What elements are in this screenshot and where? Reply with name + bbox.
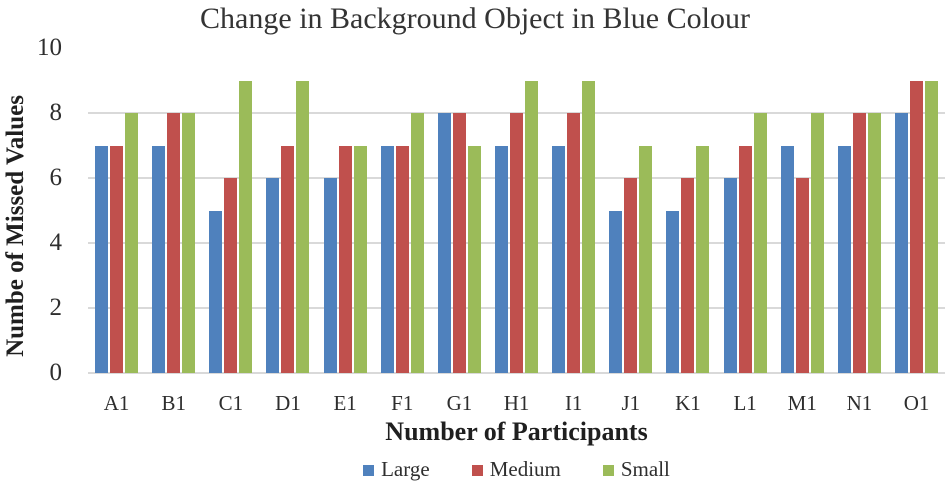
bar-group-f1 xyxy=(374,48,431,373)
bar-medium-h1 xyxy=(510,113,524,373)
bar-group-d1 xyxy=(259,48,316,373)
bar-large-e1 xyxy=(323,178,337,373)
bar-medium-k1 xyxy=(681,178,695,373)
bar-medium-i1 xyxy=(567,113,581,373)
bar-small-d1 xyxy=(296,80,310,373)
bar-small-i1 xyxy=(582,80,596,373)
bar-group-g1 xyxy=(431,48,488,373)
gridline xyxy=(88,372,945,374)
bar-large-h1 xyxy=(495,145,509,373)
bar-group-c1 xyxy=(202,48,259,373)
y-tick-label: 8 xyxy=(49,99,63,126)
x-tick-label-g1: G1 xyxy=(446,391,473,415)
bar-large-j1 xyxy=(609,210,623,373)
chart-title: Change in Background Object in Blue Colo… xyxy=(200,2,750,35)
bar-small-o1 xyxy=(925,80,939,373)
x-tick-label-b1: B1 xyxy=(161,391,186,415)
bar-medium-n1 xyxy=(852,113,866,373)
bar-medium-a1 xyxy=(110,145,124,373)
y-tick-label: 0 xyxy=(49,359,63,386)
bar-medium-l1 xyxy=(738,145,752,373)
legend-swatch-small xyxy=(602,464,614,476)
x-tick-label-o1: O1 xyxy=(903,391,930,415)
x-tick-label-n1: N1 xyxy=(846,391,873,415)
bar-small-e1 xyxy=(353,145,367,373)
bar-small-f1 xyxy=(410,113,424,373)
bar-large-b1 xyxy=(152,145,166,373)
bar-small-n1 xyxy=(867,113,881,373)
bar-large-d1 xyxy=(266,178,280,373)
bar-medium-c1 xyxy=(224,178,238,373)
bar-group-m1 xyxy=(774,48,831,373)
bar-small-l1 xyxy=(753,113,767,373)
plot-area xyxy=(88,48,945,374)
legend-label: Small xyxy=(620,457,670,481)
bar-large-a1 xyxy=(95,145,109,373)
bar-medium-j1 xyxy=(624,178,638,373)
bar-large-n1 xyxy=(837,145,851,373)
bar-small-k1 xyxy=(696,145,710,373)
bar-medium-g1 xyxy=(452,113,466,373)
bar-medium-f1 xyxy=(395,145,409,373)
bar-medium-d1 xyxy=(281,145,295,373)
bar-small-c1 xyxy=(239,80,253,373)
bar-small-a1 xyxy=(125,113,139,373)
bar-group-b1 xyxy=(145,48,202,373)
bar-large-l1 xyxy=(723,178,737,373)
bar-medium-b1 xyxy=(167,113,181,373)
bar-group-k1 xyxy=(659,48,716,373)
bar-group-h1 xyxy=(488,48,545,373)
bar-small-b1 xyxy=(182,113,196,373)
bar-large-g1 xyxy=(437,113,451,373)
x-tick-label-j1: J1 xyxy=(621,391,641,415)
x-axis-title: Number of Participants xyxy=(385,417,648,446)
y-tick-label: 4 xyxy=(49,229,63,256)
x-tick-label-h1: H1 xyxy=(503,391,530,415)
bar-large-m1 xyxy=(780,145,794,373)
x-tick-label-e1: E1 xyxy=(333,391,357,415)
bar-large-c1 xyxy=(209,210,223,373)
bar-group-j1 xyxy=(602,48,659,373)
x-tick-label-k1: K1 xyxy=(675,391,701,415)
x-tick-label-m1: M1 xyxy=(787,391,817,415)
legend-label: Large xyxy=(381,457,430,481)
x-axis-ticks: A1 B1 C1 D1 E1 F1 G1 H1 I1 J1 K1 L1 M1 N1 O1 xyxy=(88,391,945,415)
legend-item-medium: Medium xyxy=(471,456,561,482)
bar-group-a1 xyxy=(88,48,145,373)
bar-large-f1 xyxy=(380,145,394,373)
x-tick-label-i1: I1 xyxy=(564,391,583,415)
legend: Large Medium Small xyxy=(88,456,945,482)
legend-item-large: Large xyxy=(363,456,430,482)
bar-group-n1 xyxy=(831,48,888,373)
bars-row xyxy=(88,48,945,373)
x-tick-label-c1: C1 xyxy=(218,391,244,415)
legend-item-small: Small xyxy=(602,456,670,482)
legend-label: Medium xyxy=(489,457,561,481)
bar-group-o1 xyxy=(888,48,945,373)
x-tick-label-l1: L1 xyxy=(733,391,757,415)
bar-large-k1 xyxy=(666,210,680,373)
y-tick-label: 10 xyxy=(37,34,62,61)
bar-large-o1 xyxy=(895,113,909,373)
bar-small-j1 xyxy=(639,145,653,373)
legend-swatch-large xyxy=(363,464,375,476)
bar-group-e1 xyxy=(317,48,374,373)
y-tick-label: 6 xyxy=(49,164,63,191)
y-tick-label: 2 xyxy=(49,294,63,321)
bar-group-i1 xyxy=(545,48,602,373)
bar-large-i1 xyxy=(552,145,566,373)
bar-small-h1 xyxy=(525,80,539,373)
bar-medium-e1 xyxy=(338,145,352,373)
x-tick-label-d1: D1 xyxy=(275,391,301,415)
bar-small-m1 xyxy=(810,113,824,373)
bar-medium-o1 xyxy=(910,80,924,373)
bar-group-l1 xyxy=(717,48,774,373)
x-tick-label-f1: F1 xyxy=(391,391,414,415)
legend-swatch-medium xyxy=(471,464,483,476)
x-tick-label-a1: A1 xyxy=(103,391,130,415)
bar-medium-m1 xyxy=(795,178,809,373)
bar-small-g1 xyxy=(467,145,481,373)
